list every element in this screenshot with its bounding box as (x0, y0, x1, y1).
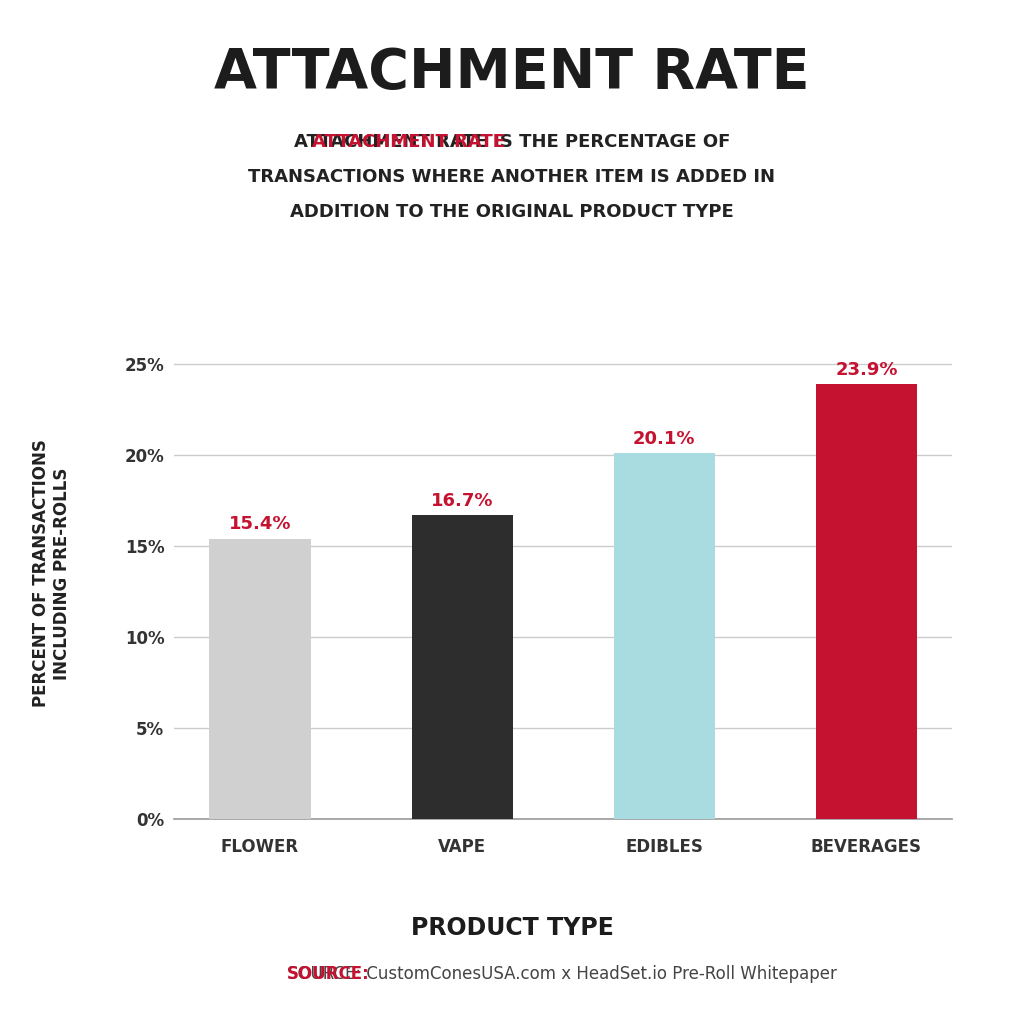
Text: ATTACHMENT RATE IS THE PERCENTAGE OF: ATTACHMENT RATE IS THE PERCENTAGE OF (294, 133, 730, 152)
Text: PERCENT OF TRANSACTIONS
INCLUDING PRE-ROLLS: PERCENT OF TRANSACTIONS INCLUDING PRE-RO… (32, 439, 71, 708)
Text: PRODUCT TYPE: PRODUCT TYPE (411, 916, 613, 940)
Text: ATTACHMENT RATE: ATTACHMENT RATE (214, 46, 810, 100)
Text: SOURCE: CustomConesUSA.com x HeadSet.io Pre-Roll Whitepaper: SOURCE: CustomConesUSA.com x HeadSet.io … (287, 965, 837, 983)
Text: 23.9%: 23.9% (836, 360, 898, 379)
Text: 15.4%: 15.4% (228, 515, 291, 534)
Bar (210, 539, 310, 819)
Text: ATTACHMENT RATE: ATTACHMENT RATE (312, 133, 505, 152)
Text: 16.7%: 16.7% (431, 492, 494, 510)
Text: ADDITION TO THE ORIGINAL PRODUCT TYPE: ADDITION TO THE ORIGINAL PRODUCT TYPE (290, 203, 734, 221)
Text: 20.1%: 20.1% (633, 430, 695, 447)
Bar (412, 515, 513, 819)
Text: SOURCE:: SOURCE: (287, 965, 370, 983)
Text: TRANSACTIONS WHERE ANOTHER ITEM IS ADDED IN: TRANSACTIONS WHERE ANOTHER ITEM IS ADDED… (249, 168, 775, 186)
Bar (816, 384, 916, 819)
Bar (613, 454, 715, 819)
